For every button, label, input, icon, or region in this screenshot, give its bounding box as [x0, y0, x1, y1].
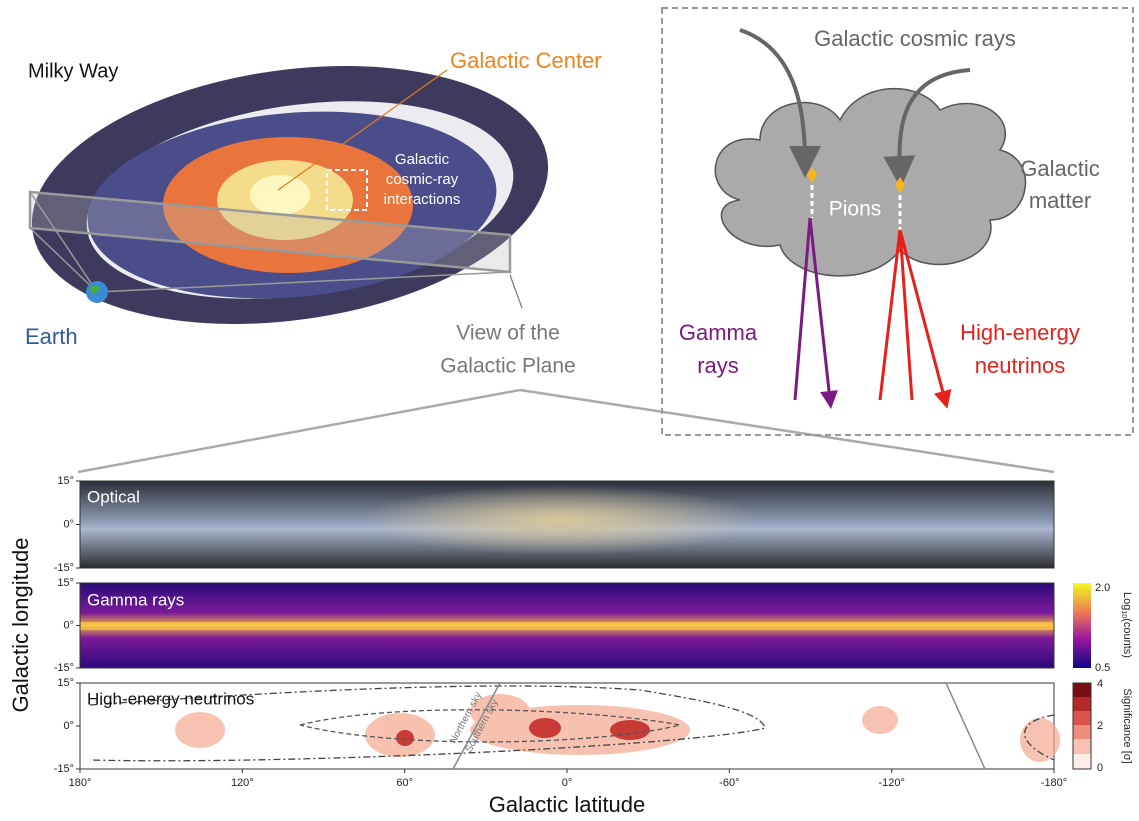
sky-maps: Northern sky Southern sky Optical Gamma …	[8, 475, 1133, 817]
y-tick-label: -15°	[54, 763, 74, 775]
y-tick-label: 0°	[63, 619, 74, 631]
path-shape	[878, 229, 945, 400]
path-shape	[29, 191, 511, 293]
y-tick-label: 15°	[57, 577, 74, 589]
label: Galactic Plane	[440, 355, 575, 378]
path-shape	[89, 685, 766, 762]
label: Milky Way	[28, 60, 118, 82]
label: 2	[1097, 720, 1103, 732]
label: Galactic cosmic rays	[814, 26, 1016, 51]
ellipse-shape	[610, 720, 650, 740]
label: 2.0	[1095, 582, 1110, 594]
rect-shape	[1073, 683, 1091, 697]
x-tick-label: 120°	[231, 777, 254, 789]
path-shape	[807, 167, 817, 183]
text-shape: Log10(counts)	[1120, 592, 1133, 658]
rect-shape	[1073, 725, 1091, 739]
path-shape	[883, 68, 971, 188]
label: Gamma rays	[87, 590, 184, 609]
line-shape	[509, 274, 523, 309]
label: Galactic longitude	[8, 538, 33, 713]
label: Gamma	[679, 320, 758, 345]
y-tick-label: 15°	[57, 677, 74, 689]
rect-shape	[1073, 697, 1091, 711]
y-tick-label: 0°	[63, 518, 74, 530]
label: Earth	[25, 324, 78, 349]
label: Significance [σ]	[1121, 688, 1133, 763]
x-tick-label: -60°	[719, 777, 739, 789]
ellipse-shape	[175, 712, 225, 748]
path-shape	[452, 682, 986, 770]
label: High-energy	[960, 320, 1080, 345]
y-tick-label: 15°	[57, 475, 74, 487]
x-tick-label: 60°	[396, 777, 413, 789]
rect-shape	[1073, 754, 1091, 769]
path-shape	[1024, 714, 1055, 761]
rect-shape	[1073, 583, 1091, 668]
path-shape	[90, 285, 100, 294]
label: cosmic-ray	[386, 171, 459, 188]
label: Pions	[829, 198, 882, 221]
x-tick-label: 180°	[69, 777, 92, 789]
rect-shape	[80, 622, 1054, 630]
path-shape	[77, 388, 1055, 474]
x-tick-label: 0°	[562, 777, 573, 789]
label: View of the	[456, 322, 560, 345]
path-shape	[793, 217, 830, 400]
line-shape	[277, 69, 448, 191]
ellipse-shape	[529, 718, 561, 738]
label: rays	[697, 353, 739, 378]
path-shape	[895, 177, 905, 193]
label: matter	[1029, 188, 1091, 213]
rect-shape	[661, 7, 1134, 436]
label: Galactic Center	[450, 48, 602, 73]
rect-shape	[1073, 739, 1091, 754]
rect-shape	[1072, 682, 1092, 770]
path-shape	[299, 709, 681, 743]
ellipse-shape	[470, 694, 530, 730]
ellipse-shape	[250, 175, 310, 215]
y-tick-label: -15°	[54, 562, 74, 574]
x-tick-label: -180°	[1041, 777, 1067, 789]
y-ticks: 15° 0° -15° 15° 0° -15° 15° 0° -15°	[54, 475, 80, 775]
path-shape	[739, 28, 821, 178]
y-tick-label: -15°	[54, 662, 74, 674]
x-tick-label: -120°	[878, 777, 904, 789]
label: 0	[1097, 762, 1103, 774]
x-ticks: 180° 120° 60° 0° -60° -120° -180°	[69, 769, 1067, 789]
milky-way-illustration: Milky Way Galactic Center Galactic cosmi…	[25, 48, 1055, 474]
ellipse-shape	[862, 706, 898, 734]
pion-diagram: Galactic cosmic rays Galactic matter Pio…	[661, 7, 1134, 436]
label: (counts)	[1121, 618, 1133, 658]
ellipse-shape	[1020, 718, 1060, 762]
label: Log	[1121, 592, 1133, 610]
label: 0.5	[1095, 662, 1110, 674]
ellipse-shape	[360, 485, 760, 555]
ellipse-shape	[396, 730, 414, 746]
path-shape	[810, 185, 902, 230]
path-shape	[714, 88, 1027, 277]
g-shape	[1072, 682, 1092, 770]
label: 4	[1097, 678, 1103, 690]
label: Optical	[87, 487, 140, 506]
label: High-energy neutrinos	[87, 689, 254, 708]
y-tick-label: 0°	[63, 720, 74, 732]
label: Galactic	[395, 151, 450, 168]
label: 10	[1120, 610, 1127, 618]
label: interactions	[384, 191, 461, 208]
rect-shape	[1073, 711, 1091, 725]
rect-shape	[326, 169, 368, 211]
label: Galactic	[1020, 156, 1099, 181]
label: neutrinos	[975, 353, 1066, 378]
label: Galactic latitude	[489, 792, 646, 817]
